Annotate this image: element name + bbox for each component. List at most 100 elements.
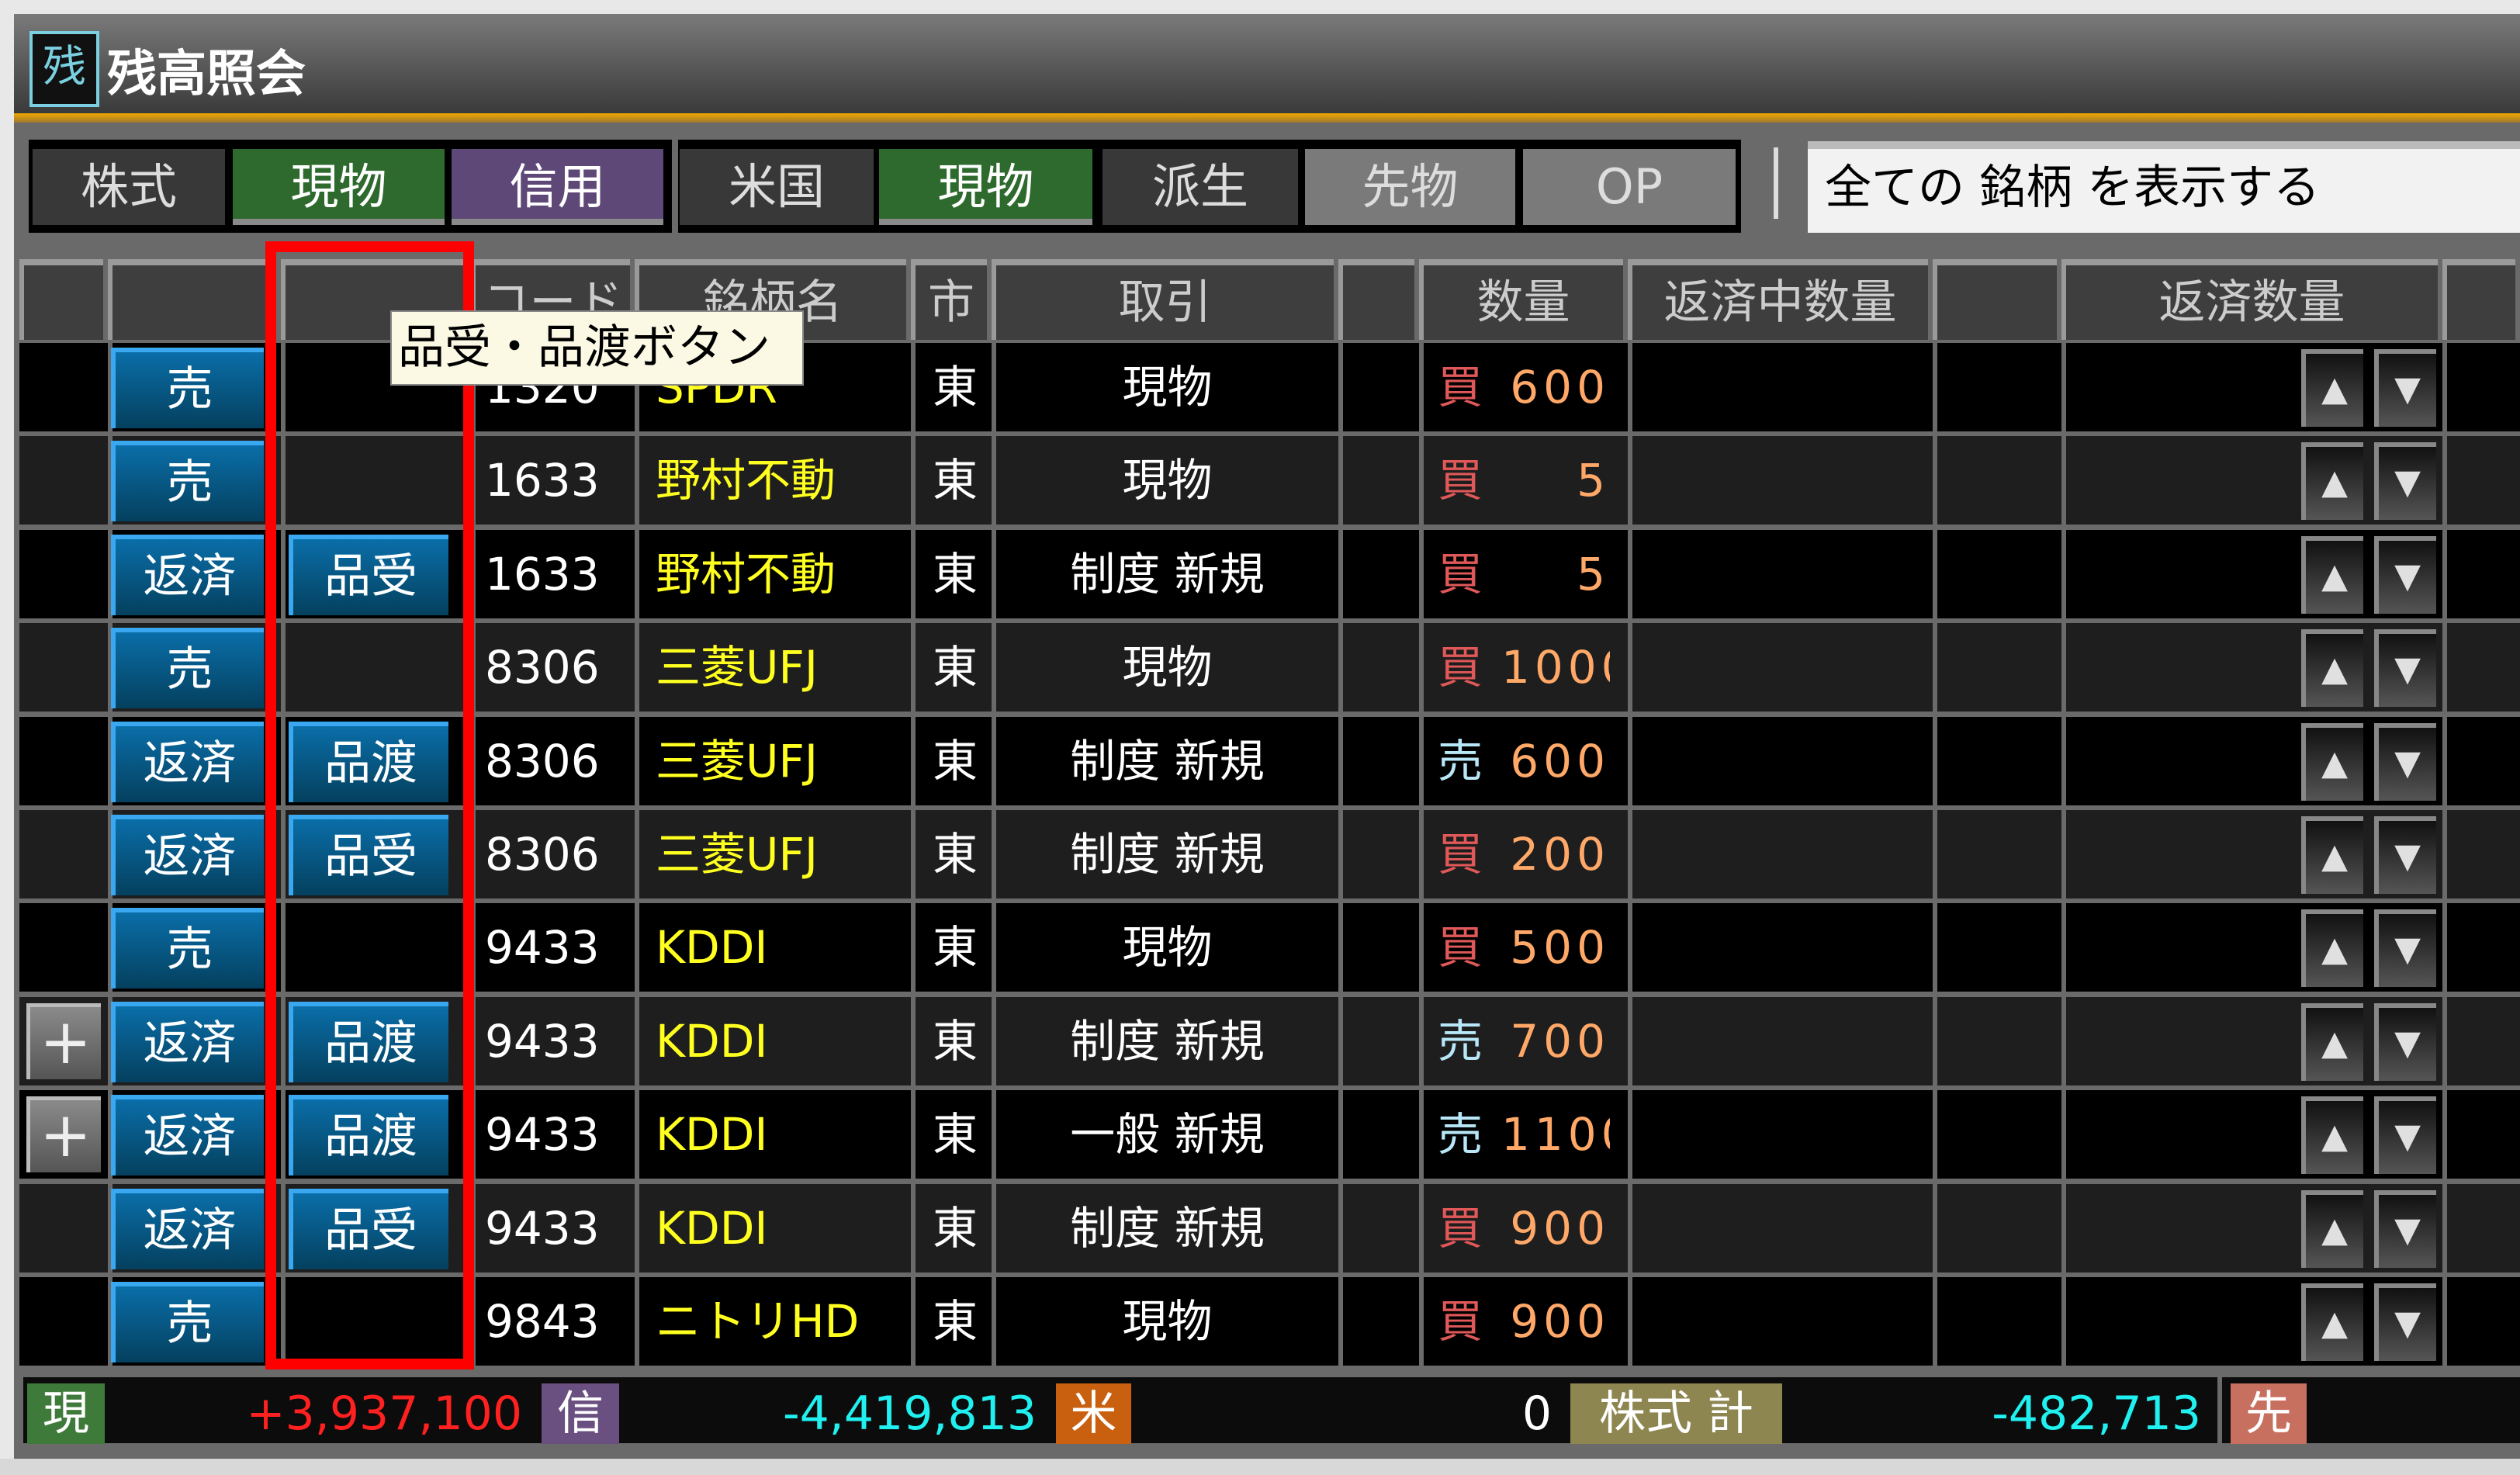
- qty-cell: 600: [1510, 361, 1610, 414]
- code-cell: 9433: [485, 1201, 600, 1255]
- increase-qty-button[interactable]: ▲: [2301, 909, 2363, 988]
- increase-qty-button[interactable]: ▲: [2301, 349, 2363, 427]
- header-action[interactable]: [108, 259, 276, 340]
- table-cell: [996, 716, 1338, 805]
- table-cell: [19, 623, 108, 712]
- repay-button[interactable]: 返済: [111, 1001, 264, 1082]
- table-cell: [1424, 436, 1628, 525]
- market-cell: 東: [932, 1201, 978, 1255]
- name-cell: KDDI: [656, 1201, 768, 1255]
- make-delivery-button[interactable]: 品渡: [289, 1001, 448, 1082]
- sell-button[interactable]: 売: [111, 441, 264, 522]
- app-icon: 残: [29, 31, 99, 107]
- decrease-qty-button[interactable]: ▼: [2374, 1096, 2436, 1175]
- increase-qty-button[interactable]: ▲: [2301, 1283, 2363, 1361]
- code-cell: 1633: [485, 454, 600, 507]
- table-cell: [476, 436, 635, 525]
- table-cell: [1937, 623, 2061, 712]
- tab-futures[interactable]: 先物: [1305, 149, 1515, 225]
- repay-button[interactable]: 返済: [111, 534, 264, 615]
- sell-button[interactable]: 売: [111, 628, 264, 709]
- make-delivery-button[interactable]: 品渡: [289, 721, 448, 802]
- table-cell: [639, 1090, 911, 1179]
- header-side[interactable]: [1338, 259, 1414, 340]
- decrease-qty-button[interactable]: ▼: [2374, 535, 2436, 614]
- tab-options[interactable]: OP: [1523, 149, 1736, 225]
- header-expand[interactable]: [19, 259, 103, 340]
- name-cell: 野村不動: [656, 454, 836, 507]
- code-cell: 9433: [485, 921, 600, 975]
- expand-button[interactable]: +: [26, 1002, 101, 1079]
- table-cell: [2447, 810, 2520, 899]
- window-frame: [0, 0, 14, 1475]
- decrease-qty-button[interactable]: ▼: [2374, 442, 2436, 521]
- header-extra[interactable]: [2442, 259, 2515, 340]
- increase-qty-button[interactable]: ▲: [2301, 442, 2363, 521]
- header-qty[interactable]: 数量: [1419, 259, 1623, 340]
- receive-delivery-button[interactable]: 品受: [289, 815, 448, 895]
- window-title: 残高照会: [107, 46, 306, 103]
- table-cell: [996, 903, 1338, 992]
- table-cell: [639, 529, 911, 618]
- table-cell: [1424, 529, 1628, 618]
- qty-cell: 500: [1510, 921, 1610, 975]
- header-blank[interactable]: [1933, 259, 2057, 340]
- decrease-qty-button[interactable]: ▼: [2374, 1189, 2436, 1268]
- window-frame: [0, 0, 2520, 14]
- decrease-qty-button[interactable]: ▼: [2374, 909, 2436, 988]
- repay-button[interactable]: 返済: [111, 815, 264, 895]
- repay-button[interactable]: 返済: [111, 1095, 264, 1176]
- title-bar[interactable]: [14, 14, 2520, 113]
- increase-qty-button[interactable]: ▲: [2301, 1096, 2363, 1175]
- receive-delivery-button[interactable]: 品受: [289, 534, 448, 615]
- window-frame: [0, 1459, 2520, 1475]
- repay-button[interactable]: 返済: [111, 1188, 264, 1269]
- make-delivery-button[interactable]: 品渡: [289, 1095, 448, 1176]
- sell-button[interactable]: 売: [111, 908, 264, 989]
- table-cell: [1343, 436, 1419, 525]
- tab-stock-cash[interactable]: 現物: [233, 149, 445, 225]
- table-cell: [1937, 529, 2061, 618]
- header-market[interactable]: 市: [911, 259, 987, 340]
- header-trade[interactable]: 取引: [992, 259, 1334, 340]
- table-cell: [1937, 903, 2061, 992]
- sell-button[interactable]: 売: [111, 1282, 264, 1362]
- table-cell: [476, 1090, 635, 1179]
- table-cell: [1424, 1090, 1628, 1179]
- increase-qty-button[interactable]: ▲: [2301, 722, 2363, 801]
- increase-qty-button[interactable]: ▲: [2301, 1002, 2363, 1081]
- increase-qty-button[interactable]: ▲: [2301, 1189, 2363, 1268]
- decrease-qty-button[interactable]: ▼: [2374, 349, 2436, 427]
- decrease-qty-button[interactable]: ▼: [2374, 1283, 2436, 1361]
- header-pending-qty[interactable]: 返済中数量: [1628, 259, 1928, 340]
- side-cell: 買: [1437, 641, 1483, 694]
- qty-cell: 5: [1577, 547, 1610, 601]
- tab-us-cash[interactable]: 現物: [879, 149, 1092, 225]
- repay-button[interactable]: 返済: [111, 721, 264, 802]
- expand-button[interactable]: +: [26, 1096, 101, 1173]
- trade-cell: 制度 新規: [1070, 1014, 1265, 1068]
- table-cell: [639, 996, 911, 1085]
- decrease-qty-button[interactable]: ▼: [2374, 629, 2436, 708]
- trade-cell: 現物: [1122, 1295, 1213, 1348]
- table-cell: [2447, 1277, 2520, 1366]
- decrease-qty-button[interactable]: ▼: [2374, 722, 2436, 801]
- table-cell: [2447, 623, 2520, 712]
- table-cell: [2447, 716, 2520, 805]
- header-repay-qty[interactable]: 返済数量: [2061, 259, 2438, 340]
- table-cell: [476, 810, 635, 899]
- table-cell: [476, 623, 635, 712]
- increase-qty-button[interactable]: ▲: [2301, 535, 2363, 614]
- decrease-qty-button[interactable]: ▼: [2374, 816, 2436, 894]
- increase-qty-button[interactable]: ▲: [2301, 629, 2363, 708]
- receive-delivery-button[interactable]: 品受: [289, 1188, 448, 1269]
- side-cell: 買: [1437, 547, 1483, 601]
- table-cell: [1343, 343, 1419, 431]
- filter-dropdown[interactable]: 全ての 銘柄 を表示する: [1808, 141, 2520, 233]
- increase-qty-button[interactable]: ▲: [2301, 816, 2363, 894]
- market-cell: 東: [932, 361, 978, 414]
- table-cell: [1937, 716, 2061, 805]
- decrease-qty-button[interactable]: ▼: [2374, 1002, 2436, 1081]
- tab-stock-margin[interactable]: 信用: [452, 149, 663, 225]
- sell-button[interactable]: 売: [111, 348, 264, 428]
